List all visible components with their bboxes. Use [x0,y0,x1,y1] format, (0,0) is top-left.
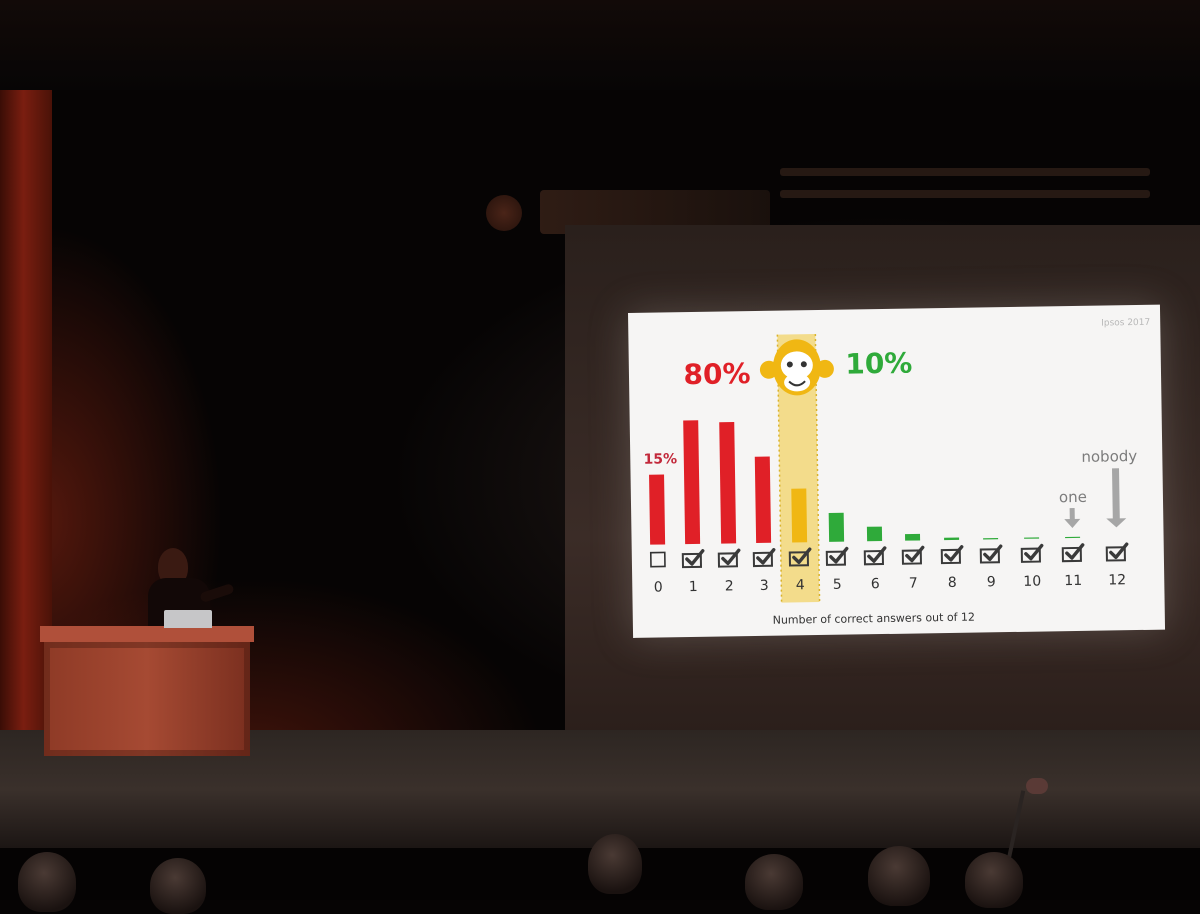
presentation-slide: 0 1 2 3 4 5 6 7 8 9 10 11 12 Ipsos 2017 Number of co… [628,304,1166,638]
checkbox-checked-icon [1105,546,1126,562]
venue-banner-line [780,168,1150,176]
x-tick-label: 6 [871,576,880,592]
x-tick-label: 0 [654,579,663,595]
monkey-muzzle [784,373,811,392]
x-tick-label: 11 [1064,573,1082,589]
podium-top [40,626,254,642]
x-tick-label: 10 [1023,574,1041,590]
audience-head [745,854,803,910]
audience-head [868,846,930,906]
x-axis-title: Number of correct answers out of 12 [773,611,976,627]
checkmark-icon [867,546,887,563]
checkmark-icon [983,544,1003,562]
audience-head [150,858,206,914]
microphone-icon [1026,778,1048,794]
checkmark-icon [792,547,812,565]
podium [40,626,254,756]
down-arrow-shaft [1069,508,1075,521]
bar-8 [944,537,960,541]
source-label: Ipsos 2017 [1101,318,1150,329]
x-tick-label: 1 [689,579,698,595]
checkbox-checked-icon [1061,546,1082,563]
down-arrow-icon [1106,518,1127,528]
bar-5 [828,512,845,542]
x-tick-label: 8 [948,575,957,591]
highlight-band [777,334,820,603]
bar-4 [791,488,808,543]
checkbox-checked-icon [901,549,922,565]
bar-chart: 0 1 2 3 4 5 6 7 8 9 10 11 12 Ipsos 2017 Number of co… [643,318,1150,627]
checkbox-checked-icon [863,550,884,566]
audience-head [18,852,76,912]
down-arrow-icon [1064,518,1081,529]
monkey-face [780,351,813,380]
twelve-annotation: nobody [1081,447,1137,466]
x-tick-label: 9 [987,574,996,590]
checkmark-icon [685,549,705,566]
audience-head [588,834,642,894]
x-tick-label: 5 [833,577,842,593]
bar-2 [719,422,737,544]
first-bar-label: 15% [643,451,677,468]
venue-seal-icon [486,195,522,231]
checkmark-icon [944,545,964,562]
bar-1 [683,420,701,545]
bar-0 [649,474,666,545]
checkbox-checked-icon [752,551,774,568]
bar-7 [905,533,921,541]
checkbox-checked-icon [681,552,703,569]
x-tick-label: 3 [760,578,769,594]
podium-body [44,642,250,756]
checkbox-checked-icon [1020,547,1041,563]
x-tick-label: 4 [796,577,805,593]
checkbox-empty-icon [649,551,666,568]
bar-6 [866,526,883,542]
checkmark-icon [1109,542,1129,560]
bar-3 [754,456,772,544]
bar-9 [983,538,999,540]
checkmark-icon [756,548,776,565]
venue-banner-line [780,190,1150,198]
monkey-mouth [788,380,806,387]
audience-head [965,852,1023,908]
x-tick-label: 12 [1108,572,1126,588]
checkbox-checked-icon [717,552,739,568]
checkmark-icon [829,546,849,564]
checkbox-checked-icon [940,548,961,565]
checkbox-checked-icon [788,551,809,567]
wrong-share-label: 80% [683,357,751,391]
bar-11 [1065,536,1081,539]
right-share-label: 10% [845,347,913,381]
bar-10 [1024,537,1040,539]
checkmark-icon [905,545,925,563]
checkmark-icon [721,548,741,566]
checkmark-icon [1065,543,1085,560]
laptop [164,610,212,628]
ceiling [0,0,1200,90]
x-tick-label: 7 [909,575,918,591]
checkbox-checked-icon [825,550,846,566]
monkey-eye [786,361,793,368]
checkbox-checked-icon [979,548,1000,564]
x-tick-label: 2 [725,578,734,594]
eleven-annotation: one [1059,488,1087,506]
down-arrow-shaft [1112,468,1120,520]
checkmark-icon [1024,543,1044,561]
monkey-eye [800,361,807,368]
